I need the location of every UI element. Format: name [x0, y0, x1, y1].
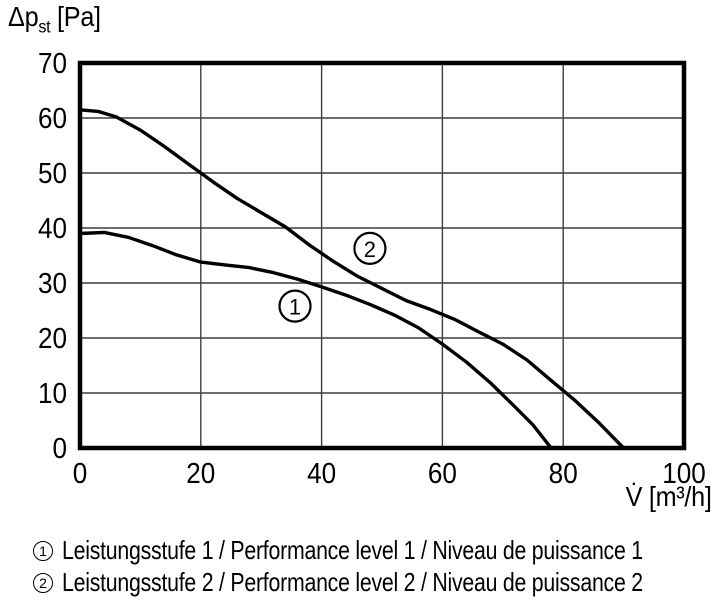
curve-marker-number-2: 2: [364, 237, 376, 262]
x-tick-label: 60: [428, 457, 457, 490]
curve-marker-circle-2: [353, 231, 387, 265]
y-axis-title-subscript: st: [38, 16, 51, 37]
performance-curve-2: [78, 108, 626, 450]
x-tick-label: 0: [73, 457, 88, 490]
legend-label-level-2: Leistungsstufe 2 / Performance level 2 /…: [62, 567, 643, 597]
legend: 1 Leistungsstufe 1 / Performance level 1…: [33, 535, 720, 597]
performance-curve-1: [78, 230, 553, 450]
y-tick-label: 50: [38, 157, 67, 190]
circled-number-2-icon: 2: [33, 572, 53, 593]
x-tick-label: 100: [662, 457, 706, 490]
y-axis-title-unit: [Pa]: [50, 1, 101, 32]
y-tick-label: 30: [38, 267, 67, 300]
curve-marker-number-1: 1: [289, 295, 301, 320]
plot-frame: [77, 60, 687, 451]
legend-row-level-2: 2 Leistungsstufe 2 / Performance level 2…: [33, 567, 720, 597]
x-tick-label: 80: [549, 457, 578, 490]
y-axis-title: Δpst [Pa]: [8, 1, 101, 38]
circled-number-1-icon: 1: [33, 540, 53, 561]
y-tick-label: 20: [38, 322, 67, 355]
legend-label-level-1: Leistungsstufe 1 / Performance level 1 /…: [62, 535, 643, 565]
curve-marker-circle-1: [278, 289, 312, 323]
y-tick-label: 10: [38, 377, 67, 410]
y-tick-label: 60: [38, 102, 67, 135]
x-tick-label: 40: [307, 457, 336, 490]
y-tick-label: 70: [38, 47, 67, 80]
x-tick-label: 20: [186, 457, 215, 490]
y-tick-label: 40: [38, 212, 67, 245]
y-tick-label: 0: [52, 432, 67, 465]
x-axis-title: V̇ [m³/h]: [625, 481, 712, 512]
legend-row-level-1: 1 Leistungsstufe 1 / Performance level 1…: [33, 535, 720, 565]
y-axis-title-main: Δp: [8, 1, 39, 32]
